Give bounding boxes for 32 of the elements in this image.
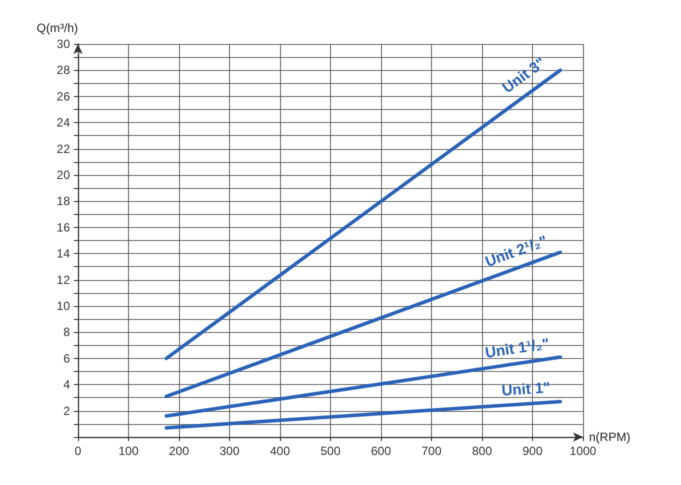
text: Unit 2¹/₂" bbox=[483, 232, 550, 271]
x-tick-label: 1000 bbox=[570, 444, 597, 458]
y-tick-label: 30 bbox=[56, 37, 70, 51]
y-tick-label: 28 bbox=[56, 63, 70, 78]
y-tick-label: 10 bbox=[56, 299, 70, 313]
text: Unit 1¹/₂" bbox=[484, 335, 551, 362]
y-tick-label: 18 bbox=[56, 194, 70, 208]
x-tick-label: 900 bbox=[522, 444, 543, 458]
x-tick-label: 500 bbox=[320, 444, 341, 458]
x-tick-label: 200 bbox=[168, 444, 190, 458]
y-axis-title: Q(m³/h) bbox=[36, 21, 78, 35]
y-tick-label: 6 bbox=[63, 351, 70, 366]
x-tick-label: 0 bbox=[74, 444, 82, 458]
x-axis-title: n(RPM) bbox=[589, 430, 630, 444]
x-tick-label: 800 bbox=[472, 444, 492, 458]
text: Unit 3" bbox=[499, 54, 549, 97]
x-tick-label: 100 bbox=[118, 444, 139, 458]
y-tick-label: 4 bbox=[63, 378, 70, 392]
series-label: Unit 1" bbox=[501, 379, 551, 400]
y-tick-label: 12 bbox=[56, 272, 70, 287]
y-tick-label: 8 bbox=[63, 325, 70, 340]
y-tick-label: 20 bbox=[56, 168, 70, 182]
y-tick-label: 2 bbox=[63, 404, 70, 418]
x-tick-label: 700 bbox=[421, 444, 442, 458]
x-tick-label: 400 bbox=[270, 444, 290, 458]
y-tick-label: 22 bbox=[56, 142, 70, 156]
y-tick-label: 26 bbox=[56, 89, 70, 104]
x-tick-label: 300 bbox=[219, 444, 240, 458]
y-tick-label: 16 bbox=[56, 220, 70, 234]
y-tick-label: 14 bbox=[56, 246, 70, 261]
x-tick-label: 600 bbox=[370, 444, 392, 458]
y-tick-label: 24 bbox=[56, 116, 70, 130]
